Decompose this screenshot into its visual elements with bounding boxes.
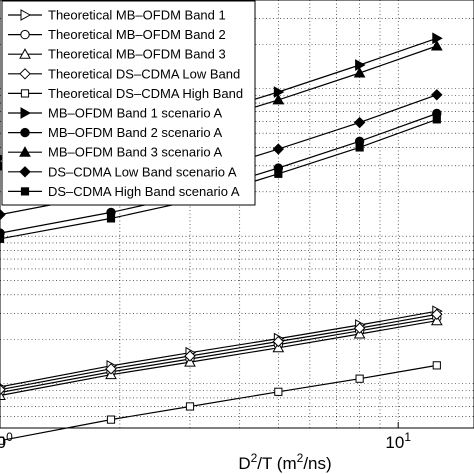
legend-entry: Theoretical MB–OFDM Band 2: [8, 27, 226, 42]
legend-marker: [19, 68, 31, 80]
data-point: [355, 374, 364, 383]
data-point: [430, 314, 443, 326]
legend-marker: [19, 146, 31, 157]
legend-marker: [19, 166, 31, 178]
series-5: [0, 361, 441, 445]
legend-entry: Theoretical MB–OFDM Band 1: [8, 8, 226, 23]
data-point: [355, 59, 366, 71]
x-axis-ticks: 100 101: [0, 422, 411, 452]
data-point: [272, 143, 285, 155]
x-tick-label: 100: [0, 430, 13, 452]
legend-label: Theoretical DS–CDMA Low Band: [48, 66, 240, 81]
data-point: [185, 402, 195, 411]
data-point: [432, 361, 441, 370]
legend-marker: [19, 48, 31, 59]
legend-entry: DS–CDMA Low Band scenario A: [8, 164, 237, 179]
data-point: [430, 39, 443, 51]
legend-marker: [20, 29, 30, 40]
data-point: [273, 86, 285, 98]
grid: [0, 0, 474, 429]
data-point: [184, 350, 196, 362]
legend: Theoretical MB–OFDM Band 1 Theoretical MB…: [1, 0, 256, 206]
data-point: [274, 387, 283, 396]
legend-label: Theoretical DS–CDMA High Band: [48, 86, 243, 101]
data-point: [0, 234, 5, 243]
legend-entry: MB–OFDM Band 2 scenario A: [8, 125, 222, 140]
data-point: [431, 89, 443, 101]
legend-label: DS–CDMA High Band scenario A: [48, 184, 240, 199]
legend-label: MB–OFDM Band 2 scenario A: [48, 125, 222, 140]
data-point: [353, 66, 366, 78]
plot-area-frame: [0, 0, 474, 429]
data-point: [106, 214, 116, 223]
legend-box: [1, 0, 256, 206]
legend-entry: Theoretical DS–CDMA High Band: [8, 86, 243, 101]
legend-entry: MB–OFDM Band 1 scenario A: [8, 106, 222, 121]
data-point: [0, 383, 6, 396]
data-point: [105, 363, 117, 375]
data-point: [353, 116, 366, 129]
legend-entry: Theoretical MB–OFDM Band 3: [8, 47, 226, 62]
series-line: [0, 310, 437, 388]
data-point: [432, 115, 441, 124]
legend-marker: [20, 127, 30, 138]
series-line: [0, 317, 437, 394]
data-point: [432, 32, 443, 45]
data-point: [355, 143, 364, 152]
x-axis-label: D2/T (m2/ns): [238, 451, 331, 473]
data-point: [106, 415, 116, 424]
series-3: [0, 314, 443, 401]
data-point: [272, 341, 285, 353]
legend-label: MB–OFDM Band 1 scenario A: [48, 106, 222, 121]
data-point: [272, 335, 285, 348]
data-point: [353, 322, 366, 334]
series-line: [0, 364, 437, 442]
data-point: [431, 308, 443, 321]
data-point: [0, 208, 6, 221]
data-point: [274, 169, 283, 178]
legend-marker: [20, 89, 30, 98]
legend-label: Theoretical MB–OFDM Band 2: [48, 27, 226, 42]
legend-label: MB–OFDM Band 3 scenario A: [48, 145, 222, 160]
x-tick-label: 101: [385, 430, 411, 452]
series-line: [0, 320, 437, 397]
legend-entry: Theoretical DS–CDMA Low Band: [8, 66, 240, 81]
legend-entry: MB–OFDM Band 3 scenario A: [8, 145, 222, 160]
legend-entry: DS–CDMA High Band scenario A: [8, 184, 240, 199]
data-point: [272, 93, 285, 105]
legend-marker: [20, 107, 32, 119]
legend-label: DS–CDMA Low Band scenario A: [48, 164, 237, 179]
data-point: [0, 436, 5, 445]
legend-label: Theoretical MB–OFDM Band 1: [48, 8, 226, 23]
legend-marker: [20, 9, 32, 21]
series-4: [0, 308, 443, 396]
legend-marker: [20, 187, 30, 196]
series-line: [0, 313, 437, 391]
legend-label: Theoretical MB–OFDM Band 3: [48, 47, 226, 62]
